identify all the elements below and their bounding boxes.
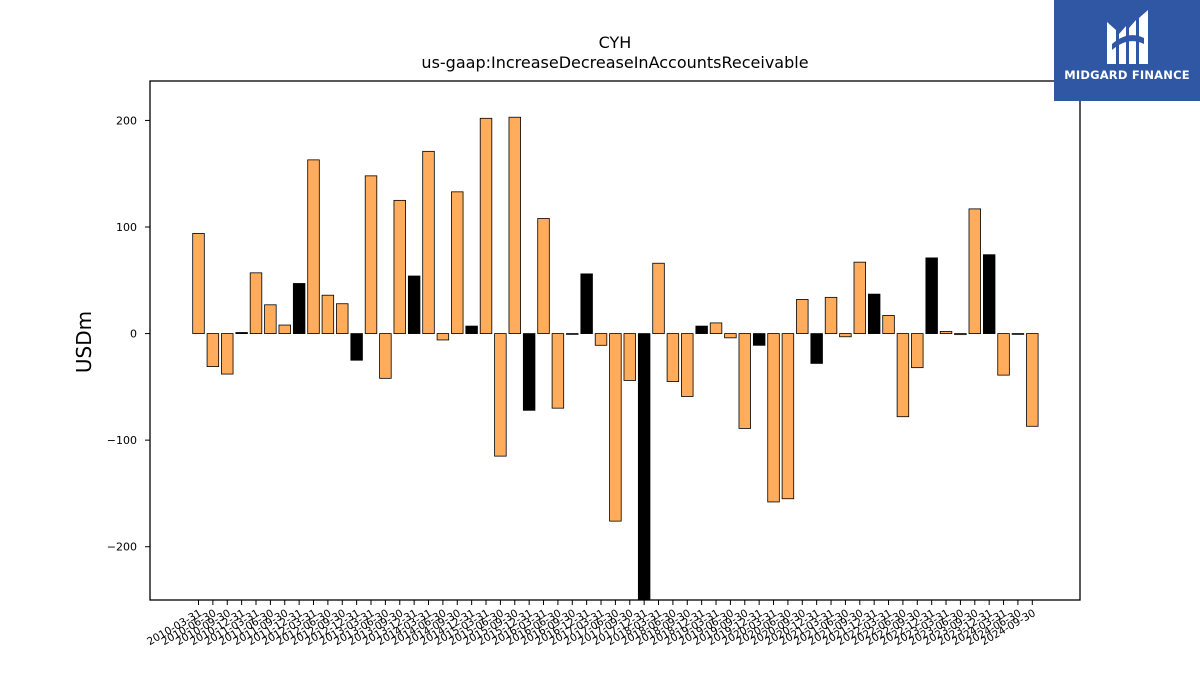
bar: [422, 150, 435, 334]
bar: [479, 117, 493, 334]
bar: [292, 283, 306, 334]
bar: [767, 333, 780, 503]
bar: [695, 325, 708, 334]
bar: [724, 333, 737, 339]
y-tick-label: 100: [116, 221, 137, 234]
bar: [681, 333, 694, 397]
bar-group: [192, 116, 1039, 601]
brand-logo: MIDGARD FINANCE: [1054, 0, 1200, 101]
bar: [824, 296, 838, 334]
bar: [436, 333, 450, 341]
bar: [939, 331, 953, 334]
bar: [637, 333, 651, 601]
bar: [1011, 333, 1025, 335]
bar: [278, 324, 291, 334]
x-axis: 2010-03-312010-06-302010-09-302010-12-31…: [145, 600, 1038, 648]
bar: [839, 333, 852, 338]
bar: [350, 333, 363, 361]
bar: [709, 322, 723, 334]
bar: [997, 333, 1010, 376]
chart-title: CYH: [599, 33, 632, 52]
y-tick-label: −200: [107, 541, 137, 554]
bar: [853, 261, 866, 334]
bar: [551, 333, 565, 409]
bar: [666, 333, 680, 382]
bar: [968, 208, 982, 334]
bar: [867, 293, 881, 334]
bar: [451, 191, 464, 334]
bar: [465, 325, 478, 334]
y-axis: −200 −100 0 100 200: [107, 114, 150, 554]
y-tick-label: 200: [116, 114, 137, 127]
bar: [336, 303, 349, 334]
bar: [307, 159, 320, 334]
bar: [580, 273, 593, 334]
bar: [192, 232, 205, 334]
bar: [321, 294, 335, 334]
bar: [896, 333, 910, 418]
bar: [810, 333, 823, 364]
bar: [221, 333, 234, 375]
bar: [982, 254, 996, 334]
bar: [1026, 333, 1039, 427]
bar: [264, 304, 277, 334]
bar: [393, 199, 406, 334]
brand-name: MIDGARD FINANCE: [1064, 68, 1190, 82]
bar: [522, 333, 536, 411]
bar: [925, 257, 938, 334]
bar: [494, 333, 507, 457]
bar: [911, 333, 924, 369]
y-axis-label: USDm: [72, 311, 96, 373]
bar: [379, 333, 392, 379]
y-tick-label: −100: [107, 434, 137, 447]
bar: [882, 315, 895, 334]
midgard-m-logo-icon: [1107, 10, 1148, 64]
plot-frame: [149, 80, 1081, 601]
bar: [249, 272, 263, 334]
bar: [537, 218, 550, 334]
bar: [508, 116, 521, 334]
bar: [623, 333, 636, 381]
bar: [652, 262, 665, 334]
bar: [609, 333, 622, 522]
chart-subtitle: us-gaap:IncreaseDecreaseInAccountsReceiv…: [421, 53, 808, 72]
bar: [206, 333, 220, 368]
y-tick-label: 0: [130, 328, 137, 341]
bar: [235, 332, 248, 334]
bar: [566, 333, 579, 335]
bar: [781, 333, 795, 500]
bar: [954, 333, 967, 336]
bar: [364, 175, 378, 334]
bar: [752, 333, 766, 346]
bar: [407, 275, 421, 334]
bar: [738, 333, 751, 429]
bar: [594, 333, 608, 346]
bar: [796, 299, 809, 334]
